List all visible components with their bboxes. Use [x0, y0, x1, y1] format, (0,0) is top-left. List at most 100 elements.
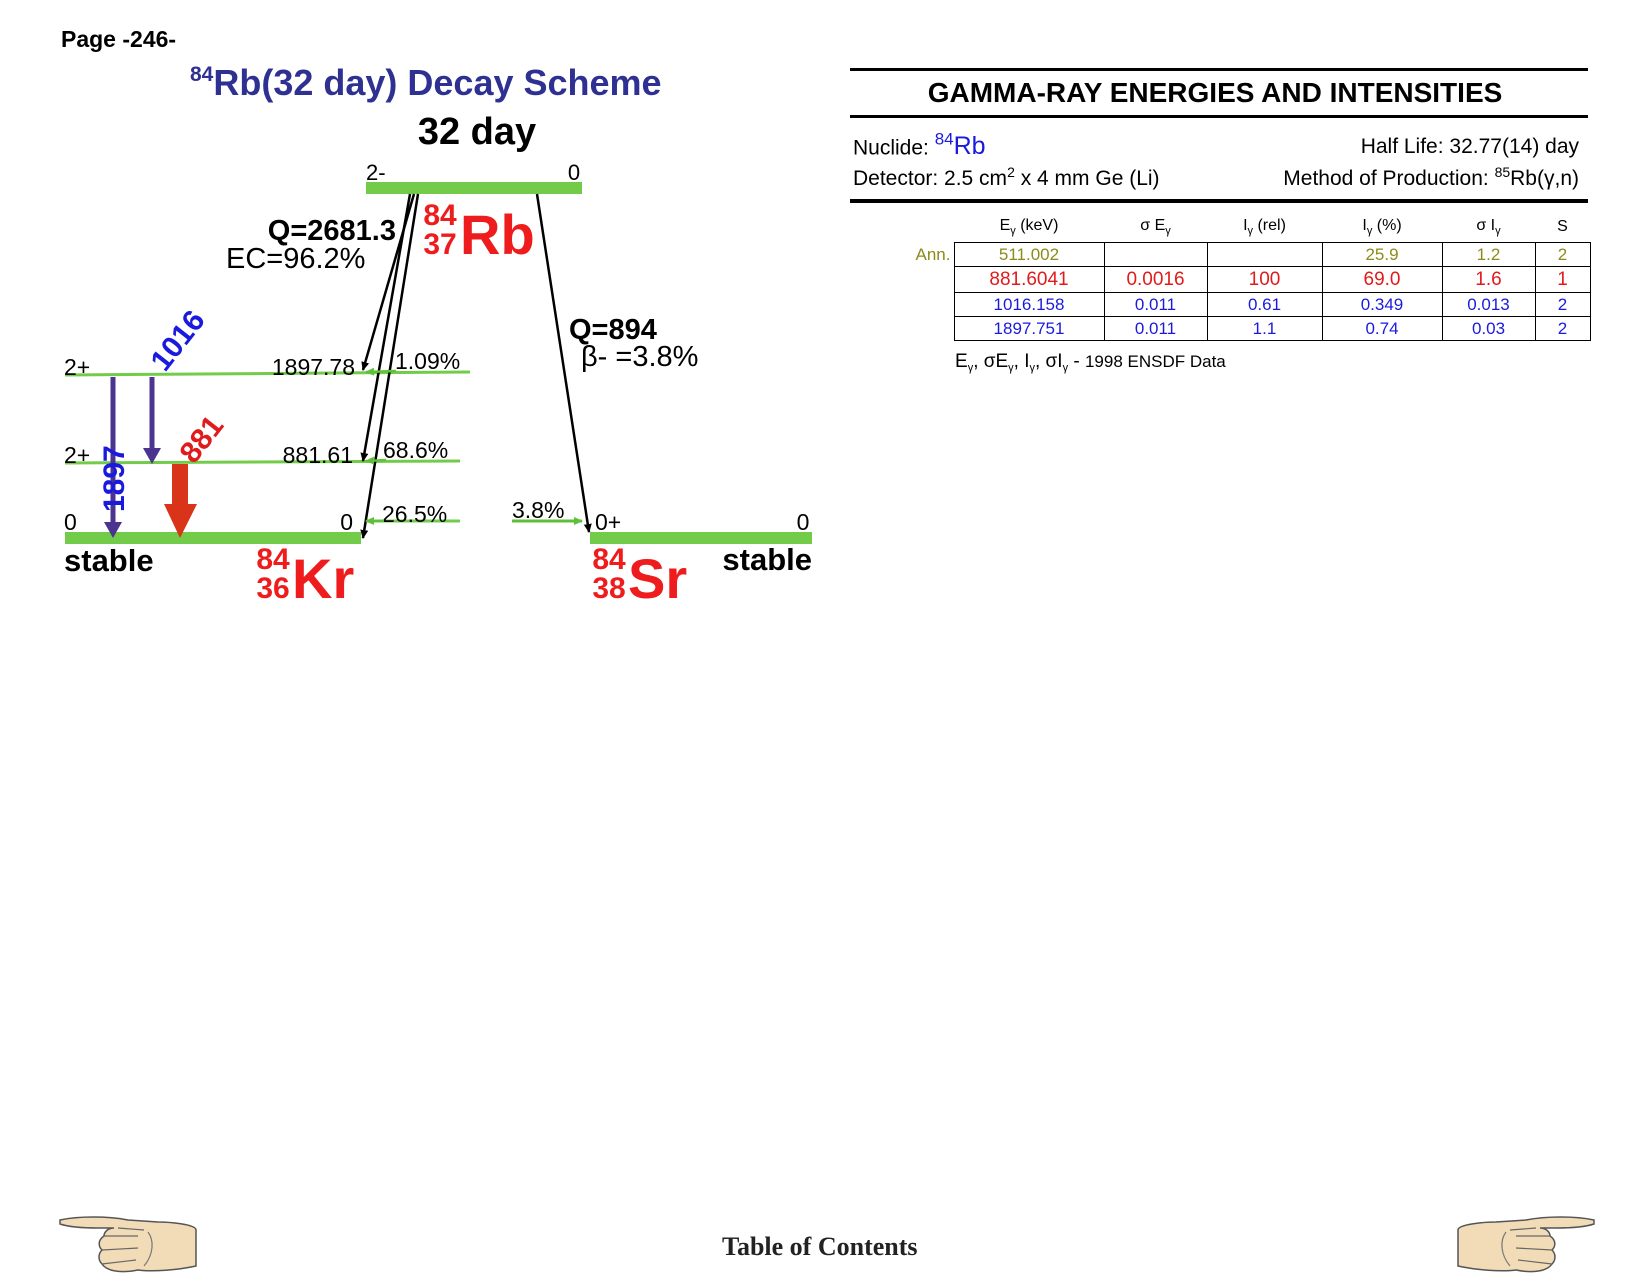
- table-cell: [1103, 242, 1208, 267]
- header-energy-uncertainty: σ Eγ: [1140, 217, 1171, 237]
- kr-level-1897: [64, 370, 471, 377]
- table-cell: 1.2: [1441, 242, 1536, 267]
- table-cell: 0.74: [1321, 316, 1443, 341]
- scheme-title: 84Rb(32 day) Decay Scheme: [190, 62, 662, 104]
- gamma-1897-arrowhead: [104, 522, 122, 538]
- ec-branch-ratio: EC=96.2%: [226, 243, 365, 275]
- row-label: [904, 293, 954, 317]
- parent-symbol: Rb: [460, 203, 535, 266]
- kr-level-881-spin: 2+: [64, 442, 90, 468]
- table-cell: 1: [1534, 266, 1591, 293]
- header-blank: [904, 212, 954, 243]
- sr-spin: 0+: [595, 509, 621, 535]
- nuclide-label: Nuclide:: [853, 136, 935, 160]
- kr-mass-number: 84: [256, 543, 290, 576]
- ec-arrow-to-ground: [360, 193, 420, 539]
- kr-level-1897-spin: 2+: [64, 354, 90, 380]
- ec-q-value: Q=2681.3: [268, 215, 396, 247]
- table-cell: 2: [1534, 292, 1591, 317]
- table-cell: 0.0016: [1103, 266, 1208, 293]
- sr-symbol: Sr: [628, 547, 687, 610]
- detector-info: Detector: 2.5 cm2 x 4 mm Ge (Li): [853, 164, 1160, 191]
- table-cell: [1206, 242, 1323, 267]
- kr-symbol: Kr: [292, 547, 354, 610]
- parent-level-bar: [366, 182, 582, 194]
- header-percent-intensity: Iγ (%): [1362, 217, 1402, 237]
- feed-arrow-1897: [365, 367, 397, 376]
- sr-stable-label: stable: [722, 542, 812, 577]
- parent-halflife: 32 day: [418, 111, 536, 153]
- kr-level-881: [64, 459, 461, 465]
- gamma-1897-label: 1897: [98, 445, 131, 512]
- detector-sup: 2: [1007, 164, 1015, 180]
- beta-arrow: [535, 193, 592, 533]
- table-cell: 881.6041: [953, 266, 1105, 293]
- method-text: Method of Production:: [1283, 167, 1495, 190]
- method-sup: 85: [1494, 164, 1511, 180]
- ec-arrow-to-881: [360, 193, 412, 462]
- next-page-hand-icon[interactable]: [1456, 1210, 1596, 1280]
- table-cell: 2: [1534, 316, 1591, 341]
- table-cell: 0.61: [1206, 292, 1323, 317]
- kr-stable-label: stable: [64, 543, 154, 578]
- panel-title: GAMMA-RAY ENERGIES AND INTENSITIES: [927, 77, 1503, 108]
- detector-text: Detector: 2.5 cm: [853, 167, 1008, 190]
- header-s: S: [1557, 218, 1568, 235]
- kr-ground-feed: 26.5%: [382, 501, 447, 527]
- half-life-info: Half Life: 32.77(14) day: [1360, 135, 1579, 158]
- table-row: 1897.751 0.011 1.1 0.74 0.03 2: [904, 316, 1591, 341]
- production-method-info: Method of Production: 85Rb(γ,n): [1283, 164, 1579, 191]
- kr-ground-spin: 0: [64, 509, 77, 535]
- row-label: [904, 267, 954, 293]
- table-row: 881.6041 0.0016 100 69.0 1.6 1: [904, 266, 1591, 293]
- table-row: Ann. 511.002 25.9 1.2 2: [904, 242, 1591, 267]
- table-cell: 0.011: [1103, 316, 1208, 341]
- table-cell: 1.1: [1206, 316, 1323, 341]
- table-of-contents-link[interactable]: Table of Contents: [722, 1232, 918, 1261]
- table-footnote: Eγ, σEγ, Iγ, σIγ - 1998 ENSDF Data: [955, 351, 1226, 374]
- table-cell: 1016.158: [953, 292, 1105, 317]
- header-energy: Eγ (keV): [999, 217, 1059, 237]
- panel-top-rule: [850, 68, 1588, 71]
- panel-info-rule: [850, 199, 1588, 203]
- header-relative-intensity: Iγ (rel): [1243, 217, 1286, 237]
- table-cell: 0.349: [1321, 292, 1443, 317]
- sr-atomic-number: 38: [592, 572, 625, 605]
- method-text-2: Rb(γ,n): [1510, 167, 1579, 190]
- gamma-1016-arrowhead: [143, 448, 161, 464]
- detector-text-2: x 4 mm Ge (Li): [1014, 167, 1160, 190]
- table-cell: 511.002: [953, 242, 1105, 267]
- previous-page-hand-icon[interactable]: [58, 1210, 198, 1280]
- table-cell: 2: [1534, 242, 1591, 267]
- decay-scheme-diagram: 32 day 2- 0 84 37 Rb Q=2681.3 EC=96.2% Q…: [64, 111, 812, 610]
- nuclide-mass: 84: [934, 130, 954, 149]
- sr-feed: 3.8%: [512, 497, 564, 523]
- sr-energy: 0: [797, 509, 810, 535]
- gamma-881-label: 881: [174, 410, 231, 470]
- parent-mass-number: 84: [423, 199, 457, 232]
- beta-branch-ratio: β- =3.8%: [581, 341, 698, 373]
- kr-ground-energy: 0: [340, 509, 353, 535]
- table-cell: 25.9: [1321, 242, 1443, 267]
- sr-ground-level-bar: [590, 532, 812, 544]
- table-cell: 0.013: [1441, 292, 1536, 317]
- kr-ground-level-bar: [65, 532, 361, 544]
- parent-spin: 2-: [366, 160, 386, 185]
- sr-mass-number: 84: [592, 543, 626, 576]
- title-mass-number: 84: [190, 63, 214, 86]
- gamma-881-arrow: [172, 464, 188, 506]
- beta-q-value: Q=894: [569, 314, 657, 346]
- table-cell: 69.0: [1321, 266, 1443, 293]
- gamma-1016-label: 1016: [145, 304, 212, 377]
- feed-arrow-881: [365, 456, 387, 465]
- table-cell: 0.03: [1441, 316, 1536, 341]
- footnote-source: 1998 ENSDF Data: [1084, 352, 1226, 371]
- table-cell: 100: [1206, 266, 1323, 293]
- kr-atomic-number: 36: [256, 572, 289, 605]
- gamma-881-arrowhead: [164, 504, 197, 538]
- page-number: Page -246-: [61, 26, 177, 52]
- gamma-table-header: Eγ (keV) σ Eγ Iγ (rel) Iγ (%) σ Iγ S: [904, 212, 1590, 243]
- nuclide-info: Nuclide: 84Rb: [853, 130, 986, 161]
- row-label: Ann.: [915, 244, 951, 264]
- parent-level-energy: 0: [568, 160, 580, 185]
